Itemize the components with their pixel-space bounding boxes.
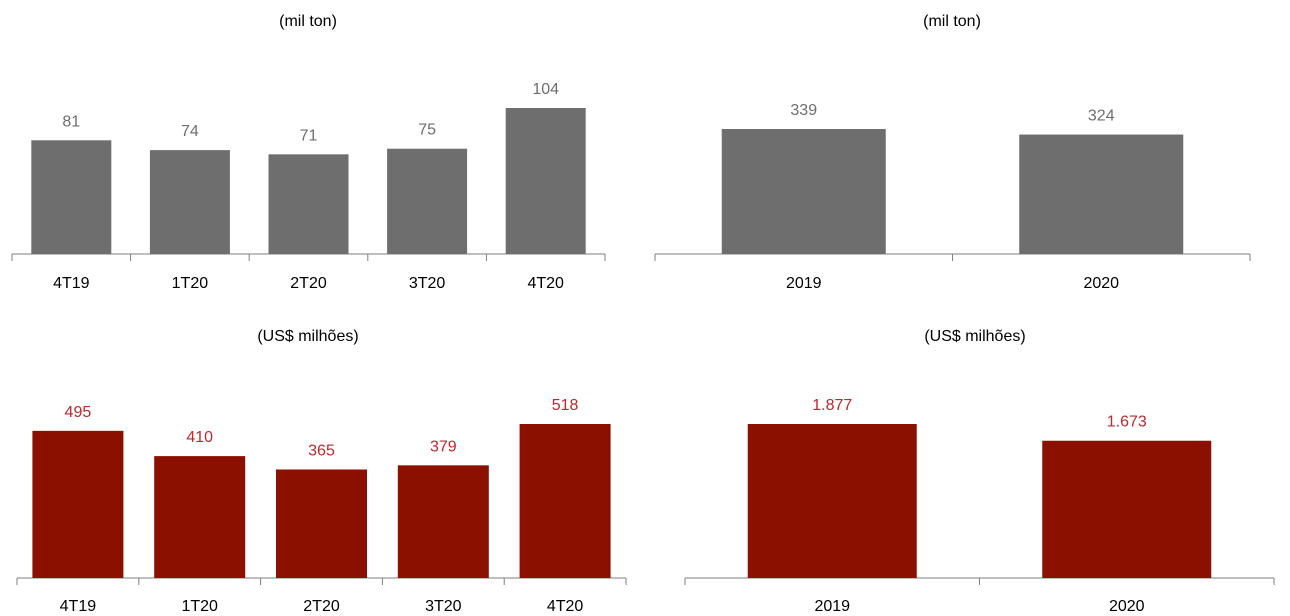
revenue-quarterly-value-label-4T20: 518: [552, 397, 579, 414]
volume-annual-value-label-2020: 324: [1088, 108, 1115, 125]
revenue-quarterly-value-label-1T20: 410: [186, 429, 213, 446]
volume-quarterly-value-label-4T19: 81: [62, 113, 80, 130]
revenue-annual-bar-2019: [747, 424, 917, 578]
volume-quarterly-chart: (mil ton) 81 4T19 74 1T20 71 2T20 75 3T20 104 4T20: [11, 13, 606, 292]
revenue-annual-category-label-2020: 2020: [1109, 598, 1145, 615]
revenue-quarterly-value-label-2T20: 365: [308, 442, 335, 459]
volume-annual-bar-2020: [1019, 134, 1184, 254]
revenue-quarterly-value-label-3T20: 379: [430, 438, 457, 455]
volume-quarterly-bar-4T19: [31, 140, 112, 254]
revenue-quarterly-category-label-2T20: 2T20: [303, 598, 340, 615]
revenue-quarterly-bar-1T20: [154, 456, 246, 578]
revenue-annual-bar-2020: [1042, 440, 1212, 578]
volume-quarterly-bar-2T20: [268, 154, 349, 254]
volume-quarterly-category-label-3T20: 3T20: [409, 275, 446, 292]
volume-quarterly-bar-1T20: [149, 150, 230, 254]
revenue-quarterly-bar-4T20: [519, 424, 611, 578]
revenue-quarterly-title: (US$ milhões): [257, 328, 358, 345]
revenue-quarterly-category-label-4T19: 4T19: [60, 598, 97, 615]
volume-quarterly-category-label-1T20: 1T20: [172, 275, 209, 292]
revenue-annual-chart: (US$ milhões) 1.877 2019 1.673 2020: [684, 328, 1275, 615]
revenue-annual-value-label-2019: 1.877: [812, 397, 852, 414]
volume-quarterly-category-label-2T20: 2T20: [290, 275, 327, 292]
volume-quarterly-value-label-1T20: 74: [181, 123, 199, 140]
revenue-annual-value-label-2020: 1.673: [1107, 414, 1147, 431]
revenue-quarterly-bar-2T20: [276, 469, 367, 578]
volume-annual-category-label-2020: 2020: [1083, 275, 1119, 292]
volume-annual-chart: (mil ton) 339 2019 324 2020: [654, 13, 1251, 292]
volume-quarterly-bar-3T20: [387, 148, 468, 254]
volume-quarterly-category-label-4T19: 4T19: [53, 275, 90, 292]
revenue-annual-title: (US$ milhões): [924, 328, 1025, 345]
volume-quarterly-value-label-4T20: 104: [532, 81, 559, 98]
volume-quarterly-bar-4T20: [505, 108, 586, 254]
revenue-quarterly-bar-4T19: [32, 430, 124, 578]
revenue-quarterly-value-label-4T19: 495: [65, 404, 92, 421]
volume-quarterly-title: (mil ton): [279, 13, 337, 30]
volume-quarterly-value-label-3T20: 75: [418, 122, 436, 139]
volume-quarterly-category-label-4T20: 4T20: [527, 275, 564, 292]
volume-annual-title: (mil ton): [923, 13, 981, 30]
revenue-annual-category-label-2019: 2019: [814, 598, 850, 615]
revenue-quarterly-bar-3T20: [397, 465, 489, 578]
volume-annual-value-label-2019: 339: [790, 102, 817, 119]
volume-quarterly-value-label-2T20: 71: [300, 127, 318, 144]
revenue-quarterly-chart: (US$ milhões) 495 4T19 410 1T20 365 2T20 379 3T2…: [16, 328, 627, 615]
volume-annual-bar-2019: [721, 129, 886, 254]
revenue-quarterly-category-label-1T20: 1T20: [181, 598, 218, 615]
volume-annual-category-label-2019: 2019: [786, 275, 822, 292]
revenue-quarterly-category-label-4T20: 4T20: [547, 598, 584, 615]
revenue-quarterly-category-label-3T20: 3T20: [425, 598, 462, 615]
